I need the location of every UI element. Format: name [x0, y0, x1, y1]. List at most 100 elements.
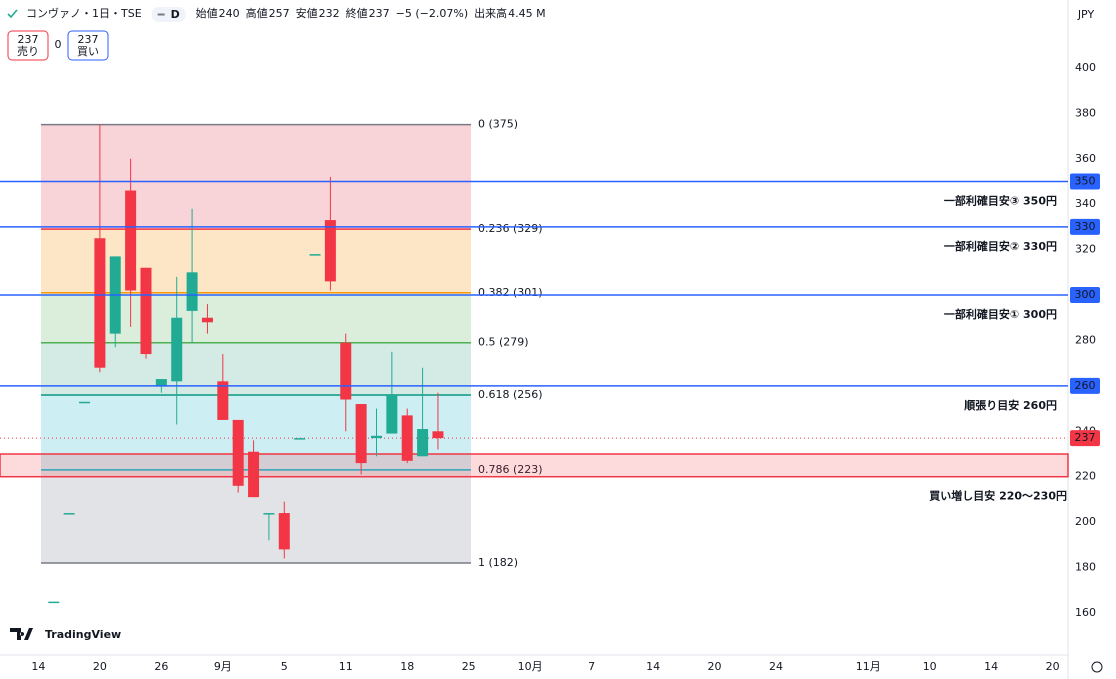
fib-label: 1 (182) — [478, 556, 518, 569]
candle-body — [63, 513, 75, 515]
sell-label: 売り — [17, 45, 39, 58]
price-tag-label: 260 — [1075, 379, 1096, 392]
price-tag-label: 237 — [1075, 431, 1096, 444]
candle-body — [217, 381, 229, 420]
candle-body — [186, 272, 198, 311]
ohlc-label: 始値 — [196, 6, 218, 20]
ohlc-value: 240 — [219, 7, 240, 20]
volume: 4.45 M — [508, 7, 545, 20]
buy-button[interactable] — [67, 30, 109, 61]
badge-bg — [151, 7, 186, 22]
candle-body — [355, 404, 367, 464]
candle-body — [263, 513, 275, 515]
candle-body — [294, 438, 306, 440]
candle-body — [309, 254, 321, 256]
price-tag — [1070, 173, 1100, 190]
ohlc-label: 安値 — [296, 6, 318, 20]
x-tick-label: 7 — [588, 660, 595, 673]
y-tick-label: 220 — [1075, 470, 1096, 483]
candle-body — [48, 601, 60, 604]
x-tick-label: 9月 — [214, 660, 232, 673]
logo-icon — [10, 628, 33, 640]
y-tick-label: 180 — [1075, 561, 1096, 574]
x-tick-label: 10 — [923, 660, 937, 673]
y-tick-label: 160 — [1075, 606, 1096, 619]
x-tick-label: 5 — [281, 660, 288, 673]
spread: 0 — [55, 38, 62, 51]
price-tag-label: 330 — [1075, 220, 1096, 233]
x-tick-label: 26 — [154, 660, 168, 673]
y-tick-label: 280 — [1075, 333, 1096, 346]
candle-body — [324, 220, 336, 282]
x-tick-label: 20 — [93, 660, 107, 673]
ohlc-label: 高値 — [246, 6, 268, 20]
fib-zone — [41, 342, 471, 395]
buy-label: 買い — [77, 45, 99, 58]
candle-body — [94, 238, 106, 368]
x-tick-label: 11 — [339, 660, 353, 673]
candle-body — [432, 431, 444, 439]
candle-body — [232, 419, 244, 486]
candle-body — [140, 267, 152, 355]
x-tick-label: 24 — [769, 660, 783, 673]
ohlc-label: 終値 — [346, 6, 368, 20]
y-tick-label: 320 — [1075, 243, 1096, 256]
candle-body — [340, 342, 352, 400]
zone-annotation: 買い増し目安 220〜230円 — [929, 489, 1067, 503]
candle-body — [248, 451, 260, 498]
price-tag — [1070, 287, 1100, 304]
x-tick-label: 14 — [646, 660, 660, 673]
y-tick-label: 360 — [1075, 152, 1096, 165]
annotation: 一部利確目安③ 350円 — [944, 193, 1057, 207]
x-tick-label: 20 — [708, 660, 722, 673]
candle-body — [171, 317, 183, 382]
candle-body — [201, 317, 213, 323]
x-tick-label: 25 — [462, 660, 476, 673]
fib-label: 0 (375) — [478, 118, 518, 131]
badge: D — [171, 8, 180, 21]
annotation: 一部利確目安② 330円 — [944, 239, 1057, 253]
currency: JPY — [1077, 8, 1095, 21]
fib-label: 0.5 (279) — [478, 336, 529, 349]
ohlc-value: 237 — [369, 7, 390, 20]
x-tick-label: 14 — [31, 660, 45, 673]
y-tick-label: 380 — [1075, 106, 1096, 119]
sell-price: 237 — [18, 33, 39, 46]
fib-zone — [41, 229, 471, 293]
price-tag — [1070, 430, 1100, 447]
price-tag-label: 300 — [1075, 288, 1096, 301]
candle-body — [125, 190, 137, 291]
candle-body — [79, 401, 91, 404]
sell-button[interactable] — [7, 30, 49, 61]
annotation: 一部利確目安① 300円 — [944, 307, 1057, 321]
buy-price: 237 — [78, 33, 99, 46]
ohlc-value: 257 — [269, 7, 290, 20]
volume-label: 出来高 — [474, 6, 507, 20]
fib-label: 0.382 (301) — [478, 286, 543, 299]
price-tag — [1070, 218, 1100, 235]
status-icon — [7, 9, 18, 19]
fib-label: 0.618 (256) — [478, 388, 543, 401]
fib-zone — [41, 292, 471, 343]
buy-zone — [0, 453, 1069, 478]
candle-body — [370, 435, 382, 439]
fib-label: 0.236 (329) — [478, 222, 543, 235]
price-tag-label: 350 — [1075, 174, 1096, 187]
logo: TradingView — [45, 628, 121, 641]
ohlc-value: 232 — [319, 7, 340, 20]
x-tick-label: 20 — [1046, 660, 1060, 673]
annotation: 順張り目安 260円 — [964, 398, 1057, 412]
settings-icon[interactable] — [1091, 661, 1103, 673]
price-tag — [1070, 377, 1100, 394]
y-tick-label: 400 — [1075, 61, 1096, 74]
x-tick-label: 18 — [400, 660, 414, 673]
change: −5 (−2.07%) — [396, 7, 468, 20]
candle-body — [278, 513, 290, 550]
fib-zone — [41, 124, 471, 230]
candle-body — [386, 394, 398, 434]
x-tick-label: 10月 — [518, 660, 543, 673]
candle-body — [417, 429, 429, 457]
y-tick-label: 200 — [1075, 515, 1096, 528]
x-tick-label: 11月 — [856, 660, 881, 673]
